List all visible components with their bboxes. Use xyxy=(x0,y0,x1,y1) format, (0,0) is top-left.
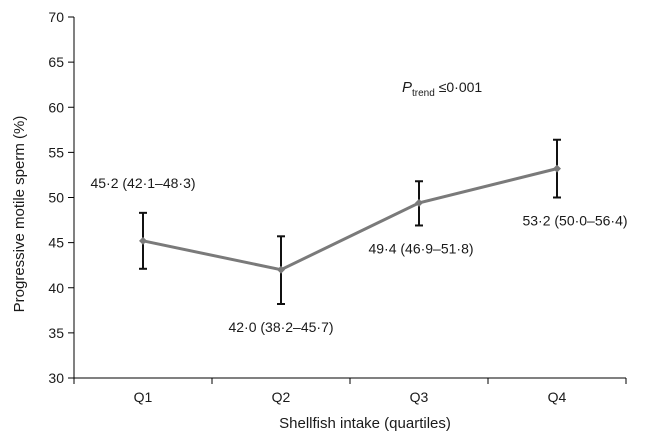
y-axis: 30 35 40 45 50 55 60 65 70 xyxy=(48,9,75,386)
error-bars xyxy=(139,138,561,305)
x-tick-label: Q4 xyxy=(548,389,567,405)
x-tick-label: Q1 xyxy=(134,389,153,405)
p-symbol: P xyxy=(402,79,412,96)
x-axis: Q1 Q2 Q3 Q4 xyxy=(73,377,627,405)
y-tick-label: 40 xyxy=(48,280,64,296)
y-tick-label: 60 xyxy=(48,99,64,115)
y-tick-label: 70 xyxy=(48,9,64,25)
data-point xyxy=(139,236,147,245)
data-label: 45·2 (42·1–48·3) xyxy=(90,175,195,191)
y-tick-label: 30 xyxy=(48,370,64,386)
data-points xyxy=(139,164,561,274)
data-label: 42·0 (38·2–45·7) xyxy=(228,319,333,335)
p-value: ≤0·001 xyxy=(435,79,483,95)
data-labels: 45·2 (42·1–48·3) 42·0 (38·2–45·7) 49·4 (46… xyxy=(90,175,627,335)
data-label: 49·4 (46·9–51·8) xyxy=(368,240,473,256)
y-axis-title: Progressive motile sperm (%) xyxy=(11,116,28,313)
p-subscript: trend xyxy=(412,88,435,99)
y-tick-label: 50 xyxy=(48,190,64,206)
p-trend-annotation: Ptrend ≤0·001 xyxy=(402,79,482,99)
series-line xyxy=(142,167,558,272)
y-tick-label: 35 xyxy=(48,325,64,341)
y-tick-label: 65 xyxy=(48,54,64,70)
data-point xyxy=(553,164,561,173)
series-line-group xyxy=(142,167,558,272)
x-tick-label: Q2 xyxy=(272,389,291,405)
x-tick-label: Q3 xyxy=(410,389,429,405)
y-tick-label: 45 xyxy=(48,235,64,251)
y-tick-label: 55 xyxy=(48,144,64,160)
data-label: 53·2 (50·0–56·4) xyxy=(522,213,627,229)
x-axis-title: Shellfish intake (quartiles) xyxy=(279,415,451,432)
data-point xyxy=(277,265,285,274)
data-point xyxy=(415,198,423,207)
